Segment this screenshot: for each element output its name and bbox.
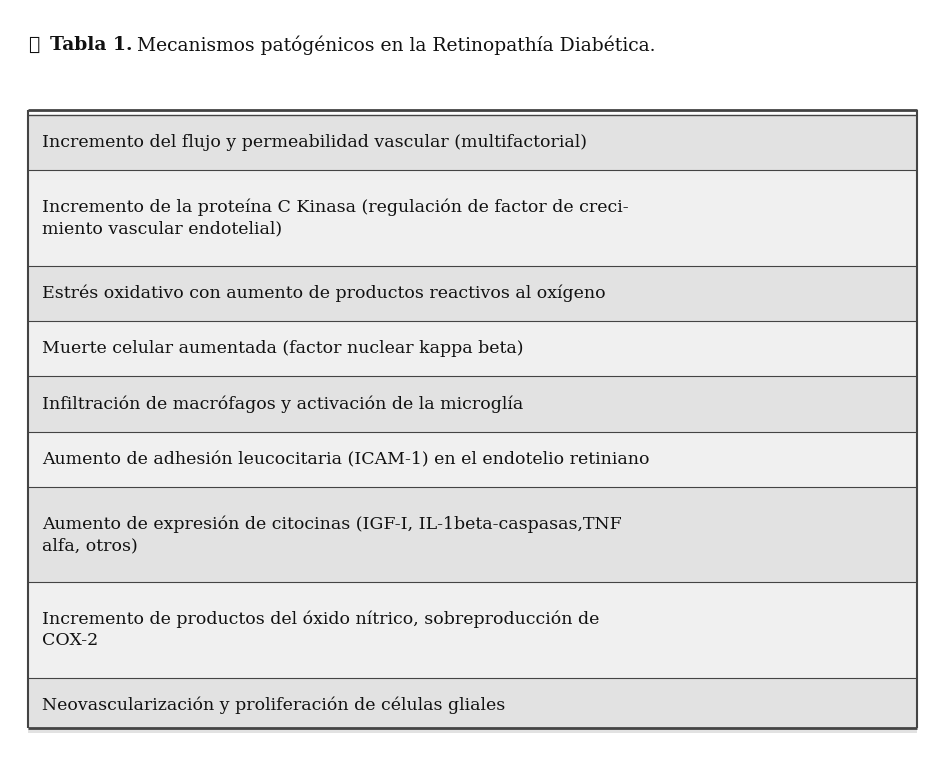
Bar — [28, 487, 916, 582]
Text: Estrés oxidativo con aumento de productos reactivos al oxígeno: Estrés oxidativo con aumento de producto… — [42, 284, 605, 302]
Bar — [28, 432, 916, 487]
Text: Aumento de expresión de citocinas (IGF-I, IL-1beta-caspasas,TNF
alfa, otros): Aumento de expresión de citocinas (IGF-I… — [42, 515, 621, 554]
Text: Aumento de adhesión leucocitaria (ICAM-1) en el endotelio retiniano: Aumento de adhesión leucocitaria (ICAM-1… — [42, 451, 649, 468]
Bar — [28, 265, 916, 321]
Bar — [28, 582, 916, 678]
Text: Neovascularización y proliferación de células gliales: Neovascularización y proliferación de cé… — [42, 697, 505, 714]
Text: Infiltración de macrófagos y activación de la microglía: Infiltración de macrófagos y activación … — [42, 396, 523, 413]
Text: Incremento del flujo y permeabilidad vascular (multifactorial): Incremento del flujo y permeabilidad vas… — [42, 134, 586, 151]
Bar — [28, 678, 916, 733]
Bar — [28, 171, 916, 265]
Bar — [28, 321, 916, 377]
Text: ❯: ❯ — [28, 36, 40, 54]
Text: Incremento de productos del óxido nítrico, sobreproducción de
COX-2: Incremento de productos del óxido nítric… — [42, 611, 598, 649]
Text: Incremento de la proteína C Kinasa (regulación de factor de creci-
miento vascul: Incremento de la proteína C Kinasa (regu… — [42, 199, 628, 237]
Text: Mecanismos patógénicos en la Retinopathía Diabética.: Mecanismos patógénicos en la Retinopathí… — [131, 36, 655, 55]
Text: Muerte celular aumentada (factor nuclear kappa beta): Muerte celular aumentada (factor nuclear… — [42, 340, 523, 357]
Bar — [28, 377, 916, 432]
Text: Tabla 1.: Tabla 1. — [50, 36, 132, 54]
Bar — [28, 115, 916, 171]
